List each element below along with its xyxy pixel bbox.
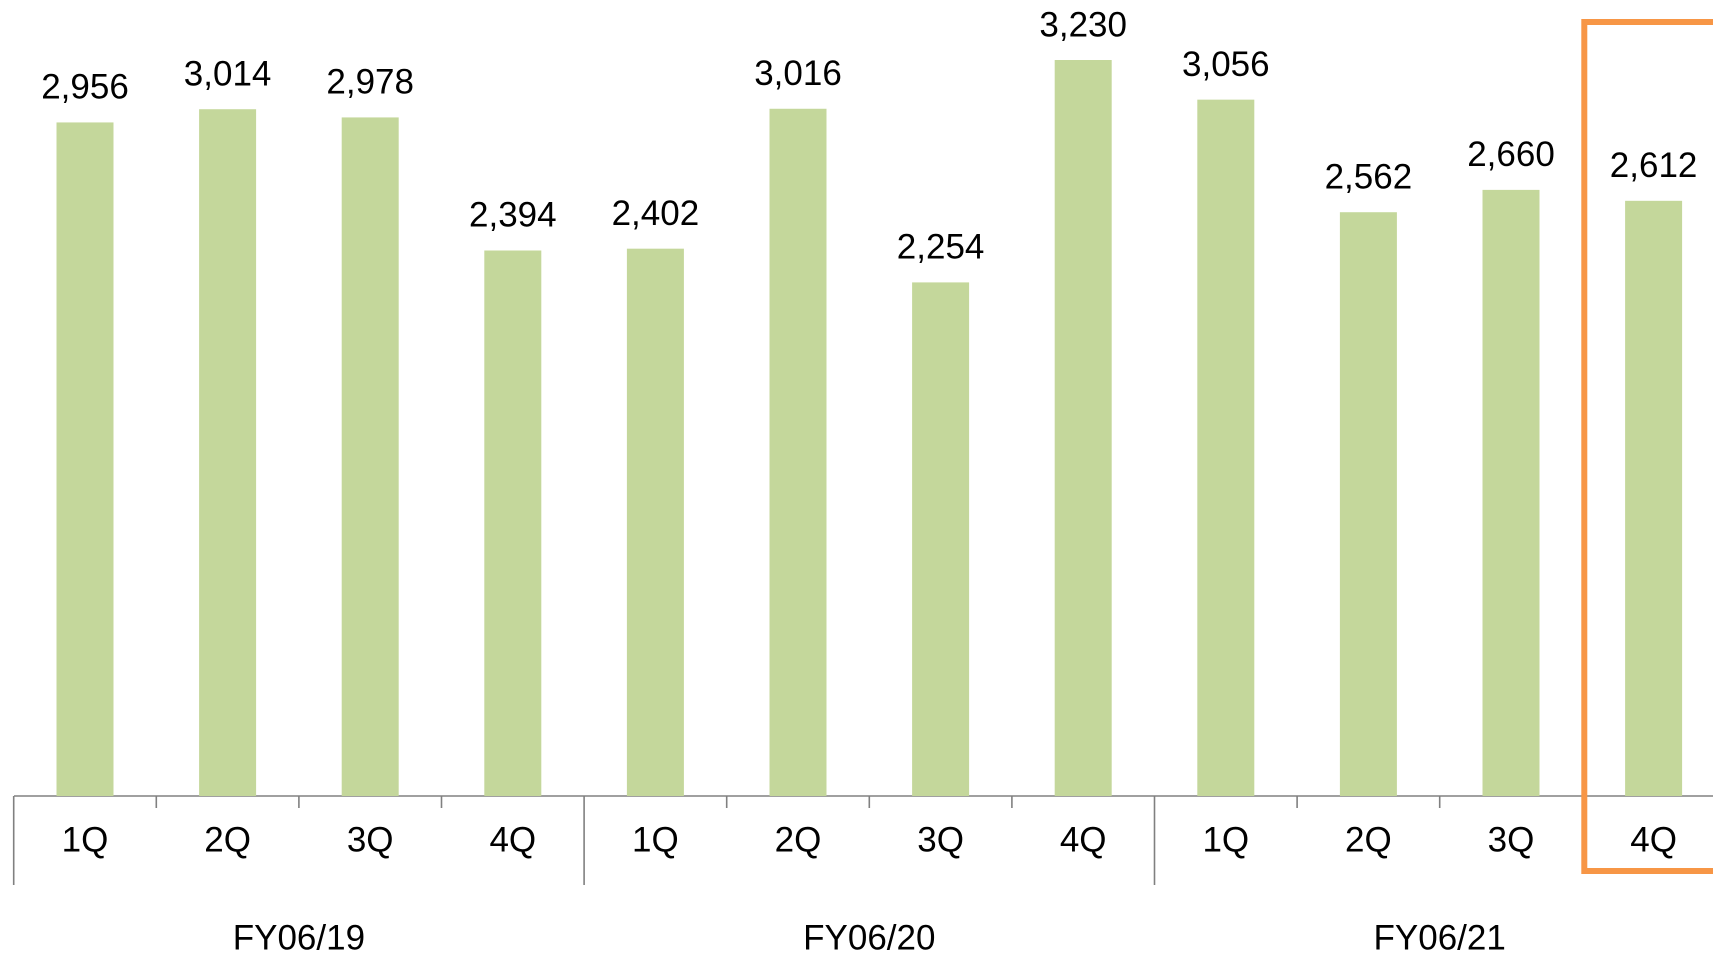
group-label: FY06/19 [233, 918, 365, 957]
bar [199, 109, 257, 797]
x-tick-label: 4Q [489, 820, 536, 859]
bar [1482, 189, 1540, 797]
bar [1625, 200, 1683, 796]
bar [484, 250, 542, 796]
group-label: FY06/21 [1374, 918, 1506, 957]
x-tick-label: 2Q [775, 820, 822, 859]
value-label: 2,978 [326, 63, 414, 102]
x-tick-label: 1Q [1202, 820, 1249, 859]
bar [1054, 60, 1112, 796]
bar [769, 108, 827, 797]
x-tick-label: 2Q [204, 820, 251, 859]
x-tick-label: 3Q [347, 820, 394, 859]
value-label: 2,402 [612, 194, 700, 233]
x-tick-label: 1Q [632, 820, 679, 859]
value-label: 2,394 [469, 196, 557, 235]
value-label: 2,254 [897, 228, 985, 267]
x-tick-label: 2Q [1345, 820, 1392, 859]
value-label: 3,056 [1182, 45, 1270, 84]
highlight-box [1581, 19, 1713, 874]
bar [1197, 99, 1255, 796]
value-label: 2,660 [1467, 135, 1555, 174]
value-label: 3,016 [754, 54, 842, 93]
value-label: 3,230 [1039, 5, 1127, 44]
bar [1339, 212, 1397, 796]
x-tick-label: 3Q [1488, 820, 1535, 859]
value-label: 2,956 [41, 68, 129, 107]
bar [912, 282, 970, 797]
bar [56, 122, 114, 796]
x-tick-label: 3Q [917, 820, 964, 859]
group-label: FY06/20 [803, 918, 935, 957]
bar [626, 248, 684, 796]
x-tick-label: 4Q [1060, 820, 1107, 859]
bar [341, 117, 399, 796]
value-label: 2,562 [1325, 157, 1413, 196]
x-tick-label: 4Q [1630, 820, 1677, 859]
x-tick-label: 1Q [62, 820, 109, 859]
value-label: 2,612 [1610, 146, 1698, 185]
value-label: 3,014 [184, 54, 272, 93]
